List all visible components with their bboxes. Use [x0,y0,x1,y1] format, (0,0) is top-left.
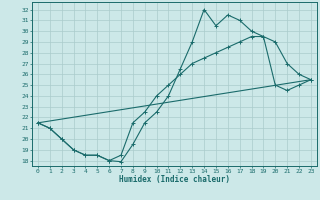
X-axis label: Humidex (Indice chaleur): Humidex (Indice chaleur) [119,175,230,184]
